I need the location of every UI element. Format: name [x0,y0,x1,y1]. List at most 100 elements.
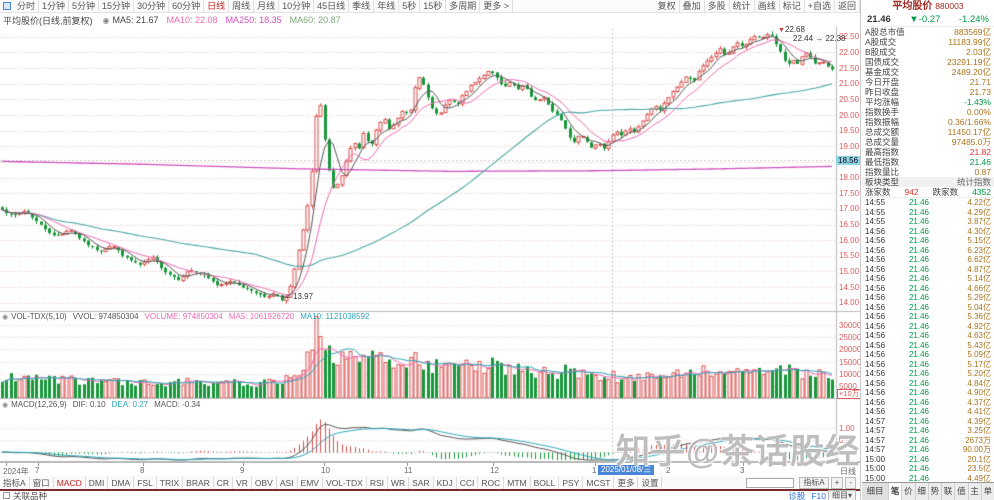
indicator-tab-SAR[interactable]: SAR [409,476,434,489]
tick-time: 14:56 [865,397,886,407]
checkbox-icon[interactable] [3,492,10,499]
indicator-tab-WR[interactable]: WR [388,476,410,489]
indicator-tab-PSY[interactable]: PSY [559,476,584,489]
period-tab-15分钟[interactable]: 15分钟 [99,0,135,12]
period-tab-1分钟[interactable]: 1分钟 [39,0,70,12]
indicator-tab-更多[interactable]: 更多 [614,476,639,489]
tick-tab-联[interactable]: 联 [941,483,954,500]
stat-row: 指数振幅 0.36/1.66% [862,117,994,127]
period-tab-10分钟[interactable]: 10分钟 [279,0,315,12]
bottom-right-links: 诊股 F10 细目▾ [782,489,860,500]
period-tab-年线[interactable]: 年线 [374,0,400,12]
indicator-tab-RSI[interactable]: RSI [367,476,388,489]
period-tab-多周期[interactable]: 多周期 [446,0,481,12]
chart-title: 平均股价(日线,前复权) [3,15,93,26]
button--[interactable]: - [845,476,856,489]
indicator-tab-MCST[interactable]: MCST [583,476,615,489]
stat-row: B股成交 2.03亿 [862,47,994,57]
tick-list[interactable]: 14:55 21.46 4.22亿 14:55 21.46 4.29亿 14:55 21.46… [862,197,994,482]
indicator-tab-KDJ[interactable]: KDJ [434,476,457,489]
tick-row: 15:00 21.46 20.1亿 [862,455,994,465]
tick-tab-值[interactable]: 值 [954,483,967,500]
indicator-dot-icon[interactable]: ◉ [102,15,110,25]
formula-input[interactable] [746,477,795,488]
tool-叠加[interactable]: 叠加 [680,0,705,12]
tick-row: 14:56 21.46 4.87亿 [862,265,994,275]
tick-amount: 5.14亿 [967,274,991,283]
indicator-tab-窗口[interactable]: 窗口 [30,476,54,489]
tick-tab-笔[interactable]: 笔 [888,483,902,500]
period-tab-5分钟[interactable]: 5分钟 [69,0,100,12]
tick-price: 21.46 [908,236,930,245]
indicator-tab-EMV[interactable]: EMV [298,476,323,489]
indicator-tab-CCI[interactable]: CCI [457,476,479,489]
link-F10[interactable]: F10 [811,490,826,500]
tick-row: 14:56 21.46 4.92亿 [862,322,994,332]
tool-标记[interactable]: 标记 [780,0,805,12]
tick-time: 14:56 [865,340,886,350]
tick-tab-单[interactable]: 单 [980,483,994,500]
tick-tab-dropdown[interactable]: 细目 [862,483,888,500]
bottom-status-row: 关联品种 诊股 F10 细目▾ [0,489,860,500]
period-tab-60分钟[interactable]: 60分钟 [169,0,205,12]
indicator-tab-ROC[interactable]: ROC [478,476,505,489]
indicator-tab-指标A[interactable]: 指标A [0,476,30,489]
tick-tab-价[interactable]: 价 [901,483,914,500]
stat-value: 21.82 [969,147,991,157]
indicator-dot-icon[interactable]: ◉ [2,314,9,321]
tick-time: 14:56 [865,293,886,302]
indicator-tab-TRIX[interactable]: TRIX [157,476,184,489]
indicator-tab-OBV[interactable]: OBV [252,476,277,489]
button-+[interactable]: + [830,476,844,489]
period-tab-月线[interactable]: 月线 [254,0,280,12]
indicator-tab-VR[interactable]: VR [233,476,252,489]
period-tab-更多 >[interactable]: 更多 > [480,0,514,12]
tick-row: 14:56 21.46 4.37亿 [862,398,994,408]
period-tab-周线[interactable]: 周线 [229,0,255,12]
tick-time: 14:56 [865,255,886,264]
indicator-tab-BRAR[interactable]: BRAR [183,476,214,489]
tick-tab-主[interactable]: 主 [967,483,981,500]
tick-price: 21.46 [908,473,930,483]
tick-time: 14:57 [865,416,886,426]
indicator-tab-FSL[interactable]: FSL [134,476,157,489]
tick-tab-势[interactable]: 势 [927,483,941,500]
period-tab-15秒[interactable]: 15秒 [420,0,447,12]
button-指标A[interactable]: 指标A [799,476,829,489]
indicator-tab-MTM[interactable]: MTM [504,476,531,489]
indicator-tab-CR[interactable]: CR [214,476,234,489]
indicator-dot-icon[interactable]: ◉ [2,402,9,409]
tool-画线[interactable]: 画线 [755,0,780,12]
candlestick-chart[interactable] [0,27,860,462]
tool-返回[interactable]: 返回 [835,0,860,12]
indicator-tab-ASI[interactable]: ASI [277,476,298,489]
stat-value: 0.00% [966,107,991,117]
detail-dropdown[interactable]: 细目▾ [827,489,856,500]
date-axis-label: 1 [592,466,597,475]
tick-price: 21.46 [908,264,930,274]
tool-+自选[interactable]: +自选 [805,0,835,12]
linked-symbols-label[interactable]: 关联品种 [13,490,48,500]
link-诊股[interactable]: 诊股 [788,490,806,500]
period-tab-日线[interactable]: 日线 [204,0,230,12]
price-axis-label: 15.50 [839,251,860,261]
indicator-tab-MACD[interactable]: MACD [54,476,86,489]
period-tab-5秒[interactable]: 5秒 [399,0,421,12]
tick-amount: 5.29亿 [967,293,991,302]
symbol-name: 平均股价 [892,1,933,12]
tick-amount: 4.63亿 [967,331,991,340]
tool-统计[interactable]: 统计 [730,0,755,12]
indicator-tab-设置[interactable]: 设置 [638,476,663,489]
period-tab-分时[interactable]: 分时 [14,0,40,12]
tool-复权[interactable]: 复权 [655,0,680,12]
price-axis-label: 19.50 [839,126,860,136]
period-tab-30分钟[interactable]: 30分钟 [134,0,170,12]
indicator-tab-DMI[interactable]: DMI [86,476,109,489]
period-tab-45日线[interactable]: 45日线 [314,0,350,12]
tick-tab-细[interactable]: 细 [914,483,928,500]
indicator-tab-DMA[interactable]: DMA [108,476,135,489]
indicator-tab-VOL-TDX[interactable]: VOL-TDX [323,476,367,489]
tool-多股[interactable]: 多股 [705,0,730,12]
period-tab-季线[interactable]: 季线 [349,0,375,12]
indicator-tab-BOLL[interactable]: BOLL [531,476,560,489]
